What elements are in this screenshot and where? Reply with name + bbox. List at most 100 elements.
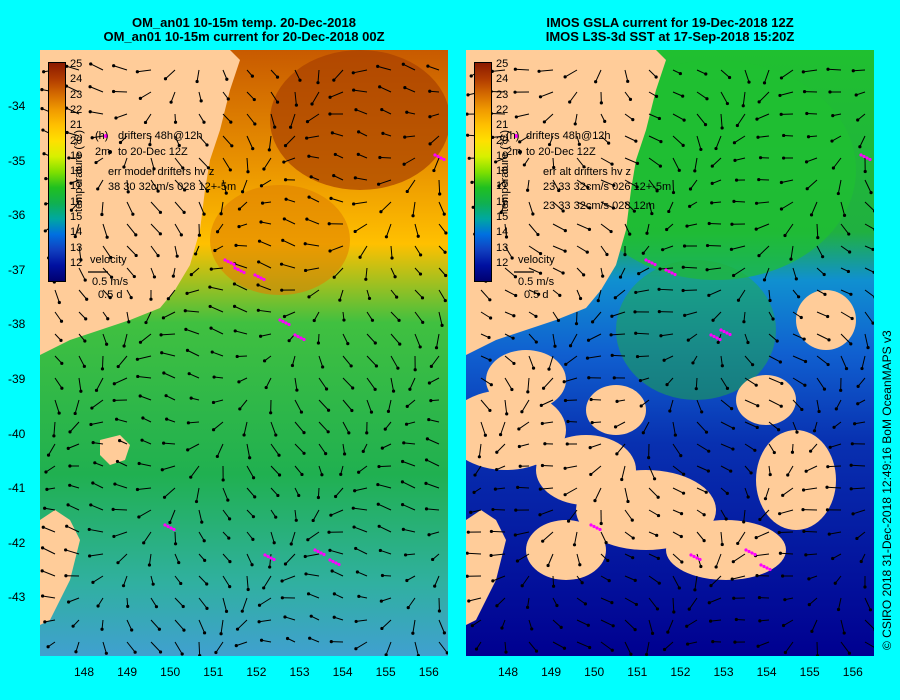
arrow-head (226, 498, 230, 502)
velocity-arrow (624, 619, 636, 630)
velocity-arrow (241, 597, 248, 612)
velocity-arrow (246, 553, 253, 565)
arrow-head (470, 624, 474, 628)
velocity-arrow (784, 641, 794, 653)
arrow-head (873, 628, 874, 632)
velocity-arrow (330, 509, 344, 516)
velocity-arrow (117, 553, 128, 564)
drifter-track-dot (750, 551, 754, 555)
velocity-arrow (222, 135, 233, 147)
drifter-track-dot (865, 156, 869, 160)
arrow-head (289, 125, 293, 129)
drifter-track-dot (718, 337, 722, 342)
velocity-arrow (792, 377, 806, 386)
arrow-head (514, 508, 518, 512)
velocity-arrow (781, 179, 794, 184)
velocity-arrow (664, 641, 674, 650)
drifter-track-dot (236, 267, 240, 272)
velocity-arrow (43, 526, 56, 533)
velocity-arrow (113, 65, 128, 71)
velocity-arrow (720, 531, 723, 545)
arrow-head (611, 624, 615, 628)
drifter-track-dot (673, 272, 677, 277)
arrow-head (393, 275, 397, 279)
velocity-arrow (306, 218, 320, 225)
velocity-arrow (305, 243, 320, 247)
arrow-head (304, 572, 308, 576)
arrow-head (803, 383, 807, 387)
right-colorbar (474, 62, 492, 282)
arrow-head (250, 74, 254, 78)
arrow-head (141, 416, 145, 420)
velocity-arrow (313, 311, 320, 321)
velocity-arrow (353, 526, 368, 533)
arrow-head (805, 187, 809, 191)
right-sst-map[interactable] (466, 50, 874, 656)
arrow-head (351, 71, 355, 75)
velocity-arrow (568, 509, 578, 522)
velocity-arrow (731, 245, 746, 250)
drifter-track-dot (337, 562, 341, 567)
lon-tick-label: 150 (584, 665, 605, 679)
arrow-head (161, 316, 166, 320)
arrow-head (402, 162, 406, 166)
arrow-head (556, 318, 561, 323)
arrow-head (405, 110, 409, 114)
velocity-arrow (737, 531, 746, 544)
velocity-arrow (220, 619, 224, 634)
arrow-head (578, 563, 582, 567)
velocity-arrow (126, 619, 133, 631)
velocity-arrow (784, 223, 794, 236)
arrow-head (714, 565, 718, 569)
velocity-arrow (143, 531, 152, 544)
arrow-head (338, 298, 342, 302)
arrow-head (96, 187, 100, 191)
velocity-arrow (687, 641, 698, 645)
velocity-arrow (427, 438, 440, 445)
right-map-panel[interactable]: 25 24 23 22 21 20 19 18 17 16 15 14 13 12 temperature… (466, 50, 874, 656)
arrow-head (558, 293, 562, 297)
velocity-arrow (816, 377, 825, 390)
velocity-arrow (113, 531, 128, 537)
arrow-head (306, 538, 310, 542)
arrow-head (711, 640, 715, 644)
arrow-head (634, 139, 638, 143)
colorbar-tick-label: 16 (496, 195, 509, 208)
arrow-head (405, 189, 409, 194)
left-map-panel[interactable]: 25 24 23 22 21 20 19 18 17 16 15 14 13 12 temperature… (40, 50, 448, 656)
velocity-arrow (864, 267, 874, 273)
arrow-head (631, 556, 635, 560)
arrow-head (320, 473, 324, 477)
right-title-line-1: IMOS GSLA current for 19-Dec-2018 12Z (546, 15, 794, 30)
velocity-arrow (616, 443, 626, 455)
arrow-head (283, 144, 288, 148)
velocity-arrow (624, 223, 631, 235)
arrow-head (783, 598, 787, 602)
arrow-head (666, 630, 670, 634)
arrow-head (702, 513, 706, 517)
arrow-head (381, 131, 385, 135)
arrow-head (224, 609, 229, 613)
arrow-head (804, 553, 808, 557)
arrow-head (849, 342, 853, 346)
arrow-head (127, 320, 131, 324)
arrow-head (565, 442, 569, 446)
velocity-arrow (756, 201, 770, 204)
velocity-arrow (114, 377, 128, 385)
arrow-head (587, 227, 592, 232)
arrow-head (720, 542, 724, 547)
arrow-head (833, 581, 837, 585)
velocity-arrow (115, 113, 128, 119)
arrow-head (134, 233, 138, 237)
arrow-head (681, 265, 685, 269)
arrow-head (505, 412, 509, 416)
drifter-track-dot (712, 334, 716, 339)
lon-tick-label: 155 (799, 665, 820, 679)
arrow-head (836, 607, 841, 612)
velocity-arrow (738, 289, 746, 301)
arrow-head (781, 156, 786, 160)
velocity-arrow (42, 547, 56, 555)
left-temperature-map[interactable] (40, 50, 448, 656)
velocity-arrow (853, 69, 866, 72)
velocity-arrow (148, 553, 152, 566)
